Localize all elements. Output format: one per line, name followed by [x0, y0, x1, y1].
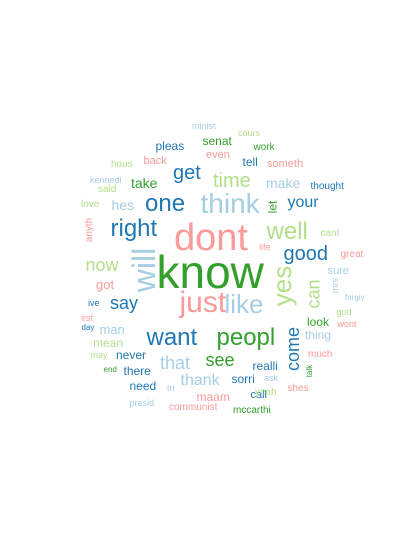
word-one: one [145, 190, 186, 217]
word-yes: yes [267, 265, 298, 307]
word-someth: someth [267, 157, 304, 170]
word-just: just [179, 286, 227, 319]
word-never: never [116, 348, 147, 362]
word-may: may [90, 349, 108, 360]
word-god: god [336, 306, 352, 317]
word-that: that [160, 353, 191, 373]
word-pleas: pleas [155, 139, 185, 153]
word-see: see [205, 350, 235, 370]
word-think: think [200, 188, 260, 219]
word-man: man [99, 321, 125, 337]
word-say: say [110, 293, 139, 313]
word-dont: dont [174, 217, 248, 259]
word-great: great [340, 249, 364, 260]
word-let: let [264, 200, 279, 214]
word-shes: shes [287, 383, 309, 394]
word-look: look [307, 315, 330, 329]
word-get: get [173, 162, 201, 184]
word-tell: tell [242, 155, 258, 169]
word-there: there [123, 364, 151, 378]
word-want: want [146, 324, 198, 351]
word-know: know [156, 246, 264, 298]
word-back: back [143, 154, 167, 167]
word-yeah: yeah [255, 387, 277, 398]
word-cant: cant [320, 228, 340, 239]
word-wont: wont [337, 318, 357, 329]
word-good: good [283, 243, 329, 265]
word-maam: maam [196, 390, 230, 404]
word-realli: realli [252, 359, 278, 373]
word-will: will [126, 247, 163, 293]
word-work: work [253, 142, 275, 153]
word-even: even [206, 148, 230, 161]
word-like: like [224, 289, 264, 319]
word-time: time [213, 170, 251, 192]
word-come: come [283, 326, 304, 372]
word-talk: talk [305, 364, 315, 378]
word-hous: hous [111, 159, 133, 170]
word-communist: communist [169, 402, 218, 413]
word-got: got [96, 276, 115, 292]
word-need: need [129, 379, 157, 393]
word-life: life [259, 241, 271, 252]
word-tri: tri [167, 382, 175, 393]
word-thank: thank [180, 372, 220, 389]
word-end: end [103, 365, 117, 374]
word-mrs: mrs [329, 277, 340, 293]
word-sorri: sorri [231, 372, 255, 386]
word-love: love [81, 199, 100, 210]
word-hes: hes [111, 197, 135, 213]
word-minist: minist [192, 120, 216, 131]
word-make: make [266, 175, 301, 191]
word-said: said [98, 184, 117, 195]
word-thing: thing [305, 328, 332, 342]
word-ive: ive [88, 297, 100, 308]
word-forgiv: forgiv [345, 293, 365, 302]
word-well: well [266, 218, 308, 245]
word-day: day [81, 323, 95, 332]
word-peopl: peopl [216, 324, 276, 351]
word-call: call [250, 388, 268, 401]
word-irst: irst [81, 312, 93, 323]
word-now: now [85, 255, 119, 275]
word-right: right [110, 215, 158, 242]
word-presid: presid [129, 397, 155, 408]
word-senat: senat [202, 134, 232, 148]
word-thought: thought [310, 181, 344, 192]
word-mccarthi: mccarthi [233, 405, 271, 416]
word-much: much [308, 349, 333, 360]
word-sure: sure [327, 264, 349, 277]
word-mean: mean [93, 336, 124, 350]
word-ask: ask [264, 372, 279, 383]
word-take: take [131, 175, 158, 191]
word-kennedi: kennedi [90, 174, 122, 185]
word-your: your [287, 194, 319, 211]
word-can: can [303, 279, 324, 309]
word-cours: cours [238, 127, 261, 138]
word-anyth: anyth [84, 217, 96, 243]
